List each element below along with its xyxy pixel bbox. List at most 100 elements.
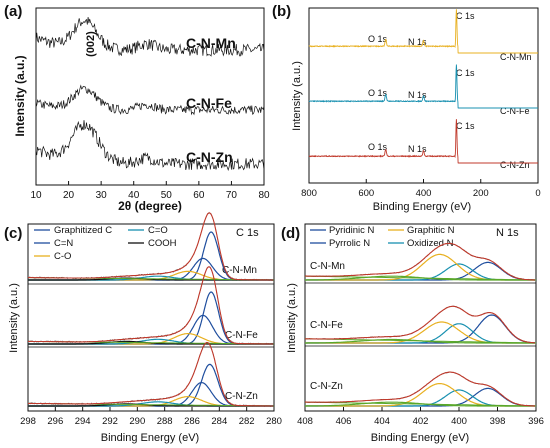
line-b-mn [308, 9, 538, 54]
panel-label-a: (a) [4, 3, 22, 20]
xa-tick-label-40: 40 [128, 190, 140, 201]
xa-tick-label-30: 30 [96, 190, 108, 201]
xc-tick-label-290: 290 [129, 416, 145, 427]
legend-label-pyridinic: Pyridinic N [329, 225, 375, 236]
xc-tick-label-298: 298 [20, 416, 36, 427]
plot-frame-c [27, 223, 275, 412]
series-label-mn-d: C-N-Mn [310, 261, 345, 272]
d-background-2 [305, 401, 537, 407]
xd-tick-label-406: 406 [336, 416, 352, 427]
peak-label-c1s-zn: C 1s [456, 121, 475, 131]
xb-tick-label-600: 600 [358, 188, 374, 199]
series-label-fe-d: C-N-Fe [310, 320, 343, 331]
legend-label-graphitized-c: Graphitized C [54, 225, 112, 236]
xd-tick-label-402: 402 [413, 416, 429, 427]
c-envelope-1 [28, 266, 274, 345]
panel-label-b: (b) [272, 3, 291, 20]
legend-c: Graphitized C C=N C-O C=O COOH [34, 225, 177, 262]
panel-c: (c) 298 296 294 292 290 288 286 284 282 280 Bindi… [4, 211, 282, 444]
xc-tick-label-282: 282 [239, 416, 255, 427]
series-label-mn-c: C-N-Mn [222, 265, 257, 276]
xc-tick-label-284: 284 [211, 416, 227, 427]
d-envelope-0 [305, 242, 535, 281]
y-axis-label-d: Intensity (a.u.) [286, 283, 298, 353]
chart-title-c: C 1s [236, 227, 259, 239]
series-label-zn-b: C-N-Zn [500, 160, 530, 170]
peak-label-c1s-mn: C 1s [456, 11, 475, 21]
d-background-1 [304, 338, 537, 344]
xa-tick-label-70: 70 [226, 190, 238, 201]
series-label-zn-c: C-N-Zn [225, 391, 258, 402]
y-axis-label-c: Intensity (a.u.) [8, 283, 20, 353]
plot-frame-a [35, 7, 265, 186]
x-ticks-d: 408 406 404 402 400 398 396 [297, 407, 544, 427]
peak-label-o1s-zn: O 1s [368, 142, 388, 152]
panel-d: (d) 408 406 404 402 400 398 396 Binding Energy… [281, 223, 544, 444]
y-axis-label-a: Intensity (a.u.) [13, 55, 27, 136]
x-axis-label-d: Binding Energy (eV) [371, 432, 469, 444]
x-axis-label-c: Binding Energy (eV) [101, 432, 199, 444]
c-envelope-2 [28, 341, 274, 407]
legend-label-c-eq-o: C=O [148, 225, 168, 236]
xc-tick-label-286: 286 [184, 416, 200, 427]
xb-tick-label-200: 200 [473, 188, 489, 199]
d-envelope-2 [305, 371, 535, 407]
legend-d: Pyridinic N Pyrrolic N Graphitic N Oxidi… [310, 225, 455, 249]
d-envelope-1 [305, 305, 535, 344]
legend-label-c-o: C-O [54, 251, 71, 262]
xd-tick-label-400: 400 [451, 416, 467, 427]
annotation-002: (002) [85, 31, 97, 57]
series-label-zn-d: C-N-Zn [310, 381, 343, 392]
d-background-0 [305, 275, 537, 281]
series-label-mn-b: C-N-Mn [500, 52, 532, 62]
xa-tick-label-20: 20 [63, 190, 75, 201]
line-a-mn [35, 16, 265, 57]
xa-tick-label-10: 10 [30, 190, 42, 201]
peak-label-n1s-fe: N 1s [408, 90, 427, 100]
fit-curves-c [27, 211, 274, 408]
xb-tick-label-0: 0 [535, 188, 540, 199]
line-a-fe [35, 84, 265, 116]
peak-label-o1s-mn: O 1s [368, 34, 388, 44]
xc-tick-label-292: 292 [102, 416, 118, 427]
xc-tick-label-296: 296 [47, 416, 63, 427]
x-ticks-b: 800 600 400 200 0 [301, 179, 541, 199]
xa-tick-label-50: 50 [161, 190, 173, 201]
x-axis-label-b: Binding Energy (eV) [373, 201, 471, 213]
xc-tick-label-288: 288 [157, 416, 173, 427]
xd-tick-label-404: 404 [374, 416, 390, 427]
xc-tick-label-294: 294 [75, 416, 91, 427]
peak-label-c1s-fe: C 1s [456, 68, 475, 78]
c-envelope-0 [28, 212, 274, 281]
fit-curves-d [304, 242, 537, 407]
line-b-fe [308, 64, 538, 109]
legend-label-graphitic: Graphitic N [407, 225, 455, 236]
panel-label-c: (c) [4, 225, 22, 242]
peak-label-n1s-mn: N 1s [408, 37, 427, 47]
xd-tick-label-396: 396 [528, 416, 544, 427]
peak-label-n1s-zn: N 1s [408, 144, 427, 154]
chart-title-d: N 1s [496, 227, 519, 239]
legend-label-c-n: C=N [54, 238, 73, 249]
xd-tick-label-408: 408 [297, 416, 313, 427]
xb-tick-label-800: 800 [301, 188, 317, 199]
xc-tick-label-280: 280 [266, 416, 282, 427]
xd-tick-label-398: 398 [490, 416, 506, 427]
panel-a: (a) 10 20 30 40 50 60 70 80 2θ (degree) Intensi… [4, 3, 270, 213]
y-axis-label-b: Intensity (a.u.) [291, 61, 303, 131]
line-a-zn [35, 120, 265, 172]
legend-label-cooh: COOH [148, 238, 177, 249]
panel-label-d: (d) [281, 225, 300, 242]
legend-label-oxidized: Oxidized N [407, 238, 454, 249]
series-label-mn-a: C-N-Mn [186, 35, 236, 51]
x-axis-label-a: 2θ (degree) [118, 199, 182, 213]
xa-tick-label-80: 80 [258, 190, 270, 201]
legend-label-pyrrolic: Pyrrolic N [329, 238, 370, 249]
x-ticks-a: 10 20 30 40 50 60 70 80 [30, 181, 270, 201]
x-ticks-c: 298 296 294 292 290 288 286 284 282 280 [20, 407, 282, 427]
series-label-fe-b: C-N-Fe [500, 106, 530, 116]
series-label-fe-c: C-N-Fe [225, 330, 258, 341]
peak-label-o1s-fe: O 1s [368, 88, 388, 98]
xa-tick-label-60: 60 [193, 190, 205, 201]
